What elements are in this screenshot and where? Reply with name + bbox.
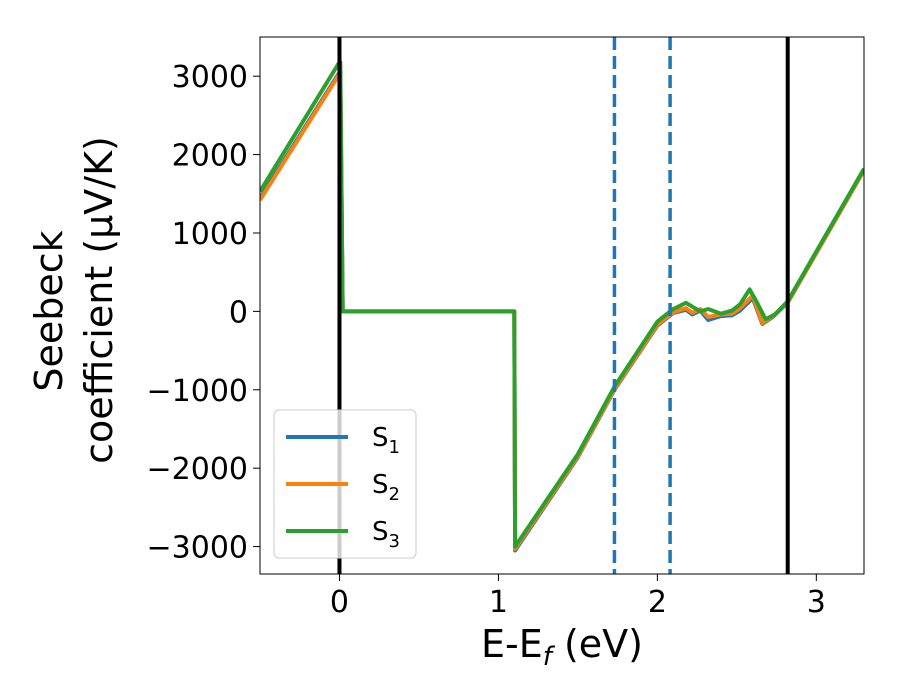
x-tick-label: 0 xyxy=(330,585,349,620)
y-tick-label: 2000 xyxy=(172,139,248,174)
x-axis-ticks: 0 1 2 3 xyxy=(330,574,826,620)
y-axis-title-line2: coefficient (μV/K) xyxy=(77,136,121,464)
y-tick-label: −1000 xyxy=(147,374,248,409)
legend: S1 S2 S3 xyxy=(273,409,417,559)
y-axis-title-line1: Seebeck xyxy=(27,230,71,391)
y-axis-ticks: 3000 2000 1000 0 −1000 −2000 −3000 xyxy=(147,60,260,566)
legend-label-s2: S2 xyxy=(372,470,400,505)
series-layer xyxy=(260,60,864,553)
plot-frame xyxy=(259,36,865,575)
legend-label-s1: S1 xyxy=(372,423,400,458)
series-line-s3 xyxy=(260,60,864,549)
x-tick-label: 2 xyxy=(648,585,667,620)
y-tick-label: 3000 xyxy=(172,60,248,95)
y-tick-label: 1000 xyxy=(172,217,248,252)
y-tick-label: −2000 xyxy=(147,452,248,487)
x-tick-label: 3 xyxy=(807,585,826,620)
y-tick-label: 0 xyxy=(229,295,248,330)
x-tick-label: 1 xyxy=(489,585,508,620)
x-axis-title: E-Ef (eV) xyxy=(481,622,643,672)
y-tick-label: −3000 xyxy=(147,531,248,566)
legend-label-s3: S3 xyxy=(372,517,400,552)
